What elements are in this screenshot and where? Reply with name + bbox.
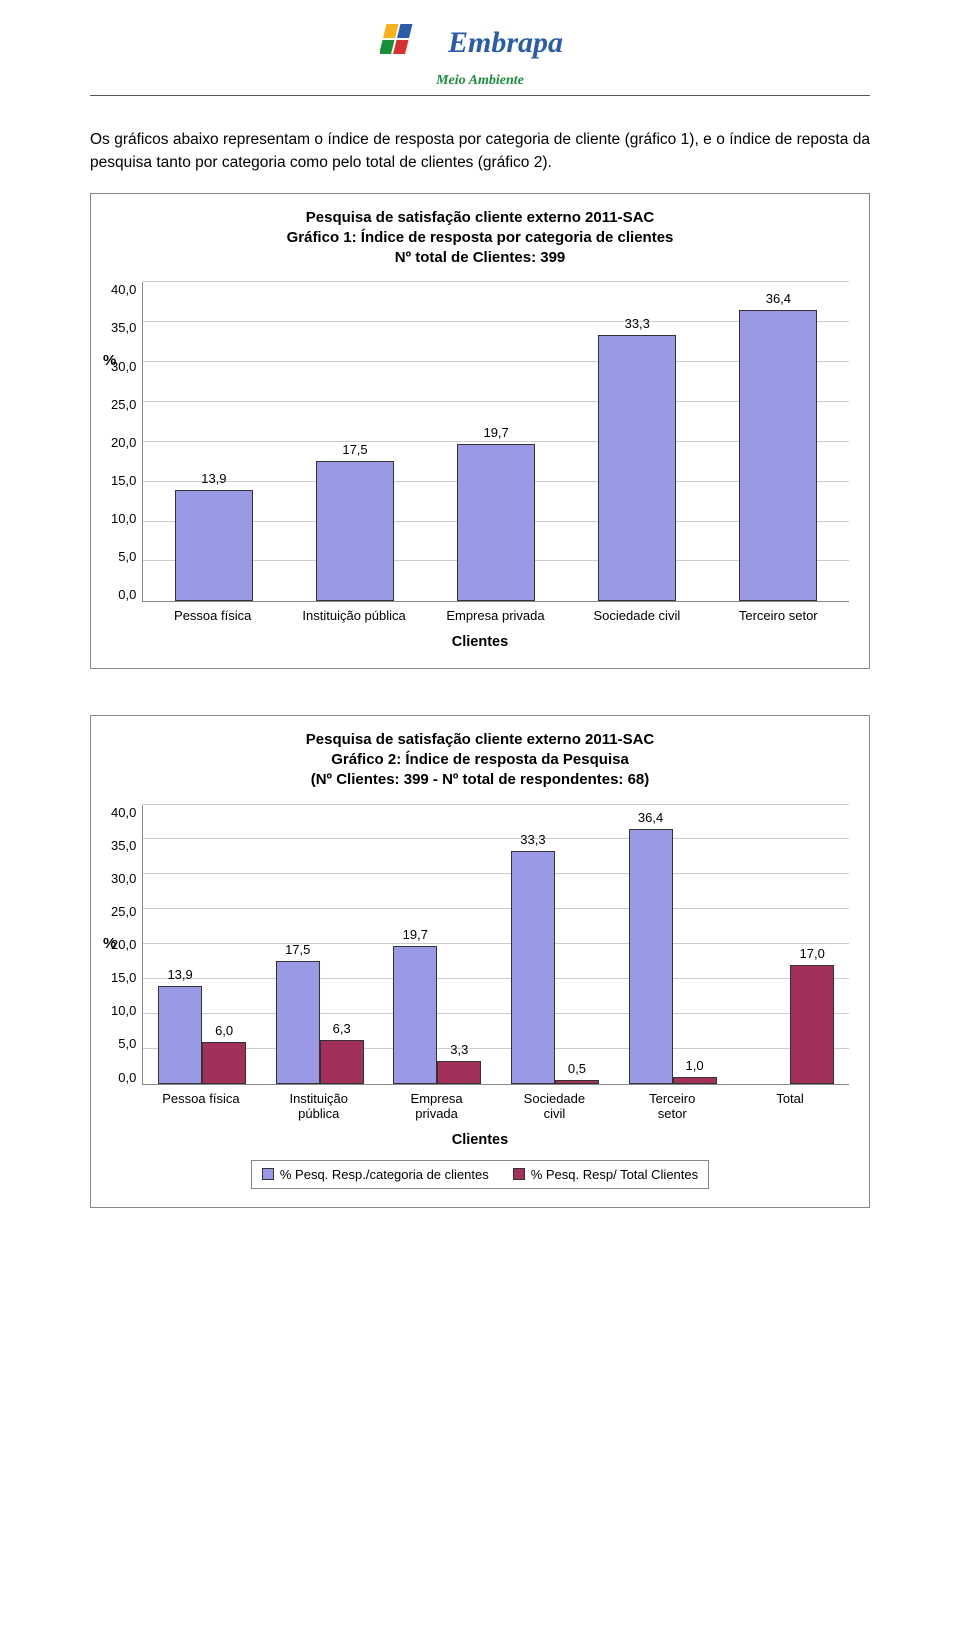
legend-swatch-a [262, 1168, 274, 1180]
y-tick: 0,0 [118, 1070, 136, 1085]
bar-series-a: 19,7 [393, 946, 437, 1084]
bar: 33,3 [598, 335, 676, 601]
bar: 13,9 [175, 490, 253, 601]
bar: 36,4 [739, 310, 817, 601]
logo-subtext: Meio Ambiente [90, 73, 870, 89]
chart2-title: Pesquisa de satisfação cliente externo 2… [111, 730, 849, 791]
bar-value-label: 36,4 [638, 810, 663, 825]
y-tick: 20,0 [111, 435, 136, 450]
bar-value-label: 17,5 [285, 942, 310, 957]
chart2-area: 40,035,030,025,020,015,010,05,00,0 13,96… [111, 805, 849, 1189]
header-rule [90, 95, 870, 96]
bar-value-label: 36,4 [766, 291, 791, 306]
bar-value-label: 33,3 [625, 316, 650, 331]
bar-value-label: 13,9 [201, 471, 226, 486]
legend-item-a: % Pesq. Resp./categoria de clientes [262, 1167, 489, 1182]
y-tick: 25,0 [111, 397, 136, 412]
chart2-title-line2: Gráfico 2: Índice de resposta da Pesquis… [331, 751, 629, 768]
chart1-y-unit: % [103, 352, 116, 369]
bar: 17,5 [316, 461, 394, 601]
bar: 19,7 [457, 444, 535, 602]
chart2-title-line1: Pesquisa de satisfação cliente externo 2… [306, 731, 655, 748]
bar-series-a: 17,5 [276, 961, 320, 1084]
y-tick: 40,0 [111, 282, 136, 297]
x-label: Pessoa física [142, 1091, 260, 1122]
bar-series-b: 6,3 [320, 1040, 364, 1084]
bar-value-label: 0,5 [568, 1061, 586, 1076]
bar-value-label: 1,0 [686, 1058, 704, 1073]
legend-item-b: % Pesq. Resp/ Total Clientes [513, 1167, 698, 1182]
y-tick: 0,0 [118, 587, 136, 602]
legend-swatch-b [513, 1168, 525, 1180]
y-tick: 30,0 [111, 871, 136, 886]
chart2-plot: 13,96,017,56,319,73,333,30,536,41,017,0 [142, 805, 849, 1085]
chart1-plot: 13,9 17,5 19,7 33,3 36,4 [142, 282, 849, 602]
bar-value-label: 17,5 [342, 442, 367, 457]
chart2-box: Pesquisa de satisfação cliente externo 2… [90, 715, 870, 1208]
legend-label-b: % Pesq. Resp/ Total Clientes [531, 1167, 698, 1182]
bar-value-label: 6,3 [333, 1021, 351, 1036]
chart1-title-line3: Nº total de Clientes: 399 [395, 249, 566, 266]
chart2-title-line3: (Nº Clientes: 399 - Nº total de responde… [311, 771, 650, 788]
bar-series-b: 1,0 [673, 1077, 717, 1084]
page-header: Embrapa Meio Ambiente [90, 0, 870, 104]
chart1-box: Pesquisa de satisfação cliente externo 2… [90, 193, 870, 669]
y-tick: 35,0 [111, 838, 136, 853]
svg-text:Embrapa: Embrapa [447, 26, 563, 59]
bar-series-a: 33,3 [511, 851, 555, 1084]
x-label: Sociedade civil [566, 608, 707, 624]
y-tick: 40,0 [111, 805, 136, 820]
chart2-legend: % Pesq. Resp./categoria de clientes % Pe… [251, 1160, 709, 1189]
intro-paragraph: Os gráficos abaixo representam o índice … [90, 128, 870, 175]
bar-value-label: 33,3 [520, 832, 545, 847]
bar-series-b: 3,3 [437, 1061, 481, 1084]
x-label: Instituiçãopública [260, 1091, 378, 1122]
y-tick: 35,0 [111, 320, 136, 335]
x-label: Pessoa física [142, 608, 283, 624]
bar-value-label: 19,7 [483, 425, 508, 440]
chart1-area: 40,035,030,025,020,015,010,05,00,0 13,91… [111, 282, 849, 650]
bar-series-b: 0,5 [555, 1080, 599, 1084]
x-label: Instituição pública [283, 608, 424, 624]
chart1-title-line1: Pesquisa de satisfação cliente externo 2… [306, 209, 655, 226]
chart2-x-labels: Pessoa físicaInstituiçãopúblicaEmpresapr… [142, 1091, 849, 1122]
chart2-y-unit: % [103, 935, 116, 952]
chart1-x-labels: Pessoa físicaInstituição públicaEmpresa … [142, 608, 849, 624]
bar-value-label: 3,3 [450, 1042, 468, 1057]
chart1-title: Pesquisa de satisfação cliente externo 2… [111, 208, 849, 269]
y-tick: 5,0 [118, 1036, 136, 1051]
x-label: Sociedadecivil [495, 1091, 613, 1122]
y-tick: 5,0 [118, 549, 136, 564]
bar-value-label: 6,0 [215, 1023, 233, 1038]
bar-value-label: 17,0 [800, 946, 825, 961]
y-tick: 10,0 [111, 511, 136, 526]
y-tick: 25,0 [111, 904, 136, 919]
bar-series-b: 17,0 [790, 965, 834, 1084]
x-label: Empresaprivada [378, 1091, 496, 1122]
legend-label-a: % Pesq. Resp./categoria de clientes [280, 1167, 489, 1182]
x-label: Terceiro setor [708, 608, 849, 624]
bar-series-b: 6,0 [202, 1042, 246, 1084]
bar-series-a: 36,4 [629, 829, 673, 1084]
x-label: Terceirosetor [613, 1091, 731, 1122]
x-label: Empresa privada [425, 608, 566, 624]
y-tick: 10,0 [111, 1003, 136, 1018]
x-label: Total [731, 1091, 849, 1122]
chart2-axis-title: Clientes [111, 1132, 849, 1148]
chart1-title-line2: Gráfico 1: Índice de resposta por catego… [287, 229, 674, 246]
chart1-y-ticks: 40,035,030,025,020,015,010,05,00,0 [111, 282, 142, 602]
chart1-axis-title: Clientes [111, 634, 849, 650]
embrapa-logo: Embrapa [380, 18, 580, 66]
y-tick: 15,0 [111, 473, 136, 488]
y-tick: 15,0 [111, 970, 136, 985]
bar-value-label: 13,9 [167, 967, 192, 982]
bar-value-label: 19,7 [403, 927, 428, 942]
bar-series-a: 13,9 [158, 986, 202, 1083]
